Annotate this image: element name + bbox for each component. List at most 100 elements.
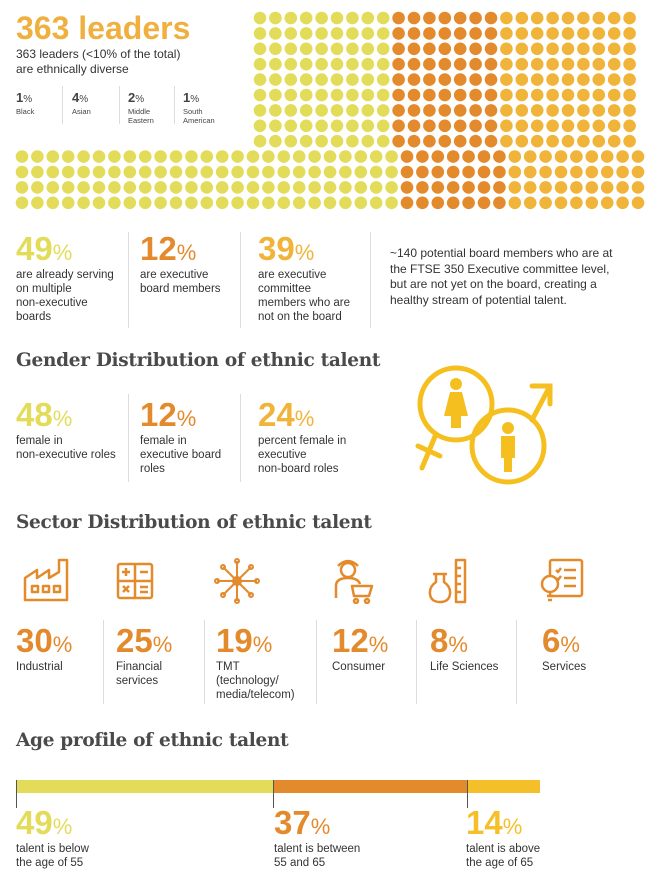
dot (92, 181, 106, 194)
dot (299, 57, 313, 71)
dot (277, 165, 291, 179)
dot (423, 88, 436, 102)
dot (284, 57, 298, 71)
network-icon (214, 558, 260, 604)
dot (154, 165, 167, 179)
dot (315, 57, 328, 71)
dot (269, 27, 282, 40)
dot (500, 88, 513, 102)
dot (262, 165, 275, 179)
dot (277, 150, 291, 163)
dot (361, 73, 375, 86)
dot (385, 165, 398, 179)
dot (308, 150, 321, 163)
dot (484, 11, 498, 25)
dot (631, 181, 645, 194)
stat-exec-board: 12% are executive board members (140, 230, 221, 295)
dot (299, 134, 313, 148)
dot (330, 57, 344, 71)
dot (392, 11, 405, 25)
divider (103, 620, 104, 704)
stat-non-exec-boards: 49% are already serving on multiple non-… (16, 230, 114, 323)
dot (231, 196, 244, 210)
dot (315, 73, 328, 86)
dot (469, 57, 482, 71)
dot (539, 181, 552, 194)
dot (361, 57, 375, 71)
dot (269, 42, 282, 56)
dot (416, 150, 429, 163)
dot (376, 57, 390, 71)
dot (92, 196, 106, 210)
dot (493, 150, 506, 163)
dot (269, 134, 282, 148)
sector-heading: Sector Distribution of ethnic talent (16, 512, 372, 533)
dot (431, 181, 445, 194)
dot (407, 42, 421, 56)
leaders-dot-grid (15, 11, 645, 210)
dot (523, 165, 537, 179)
dot (616, 165, 629, 179)
dot (600, 196, 614, 210)
dot (323, 196, 337, 210)
sector-life-sciences: 8% Life Sciences (430, 622, 499, 673)
dot (423, 42, 436, 56)
dot (407, 88, 421, 102)
dot (185, 196, 198, 210)
subtitle: 363 leaders (<10% of the total) are ethn… (16, 47, 181, 76)
dot (438, 73, 452, 86)
dot (484, 73, 498, 86)
dot (330, 119, 344, 133)
dot (392, 57, 405, 71)
dot (585, 165, 599, 179)
dot (361, 42, 375, 56)
dot (438, 88, 452, 102)
dot (46, 196, 60, 210)
dot (577, 27, 590, 40)
dot (438, 57, 452, 71)
dot (469, 134, 482, 148)
dot (453, 42, 467, 56)
dot (376, 73, 390, 86)
dot (346, 134, 359, 148)
dot (392, 104, 405, 117)
dot (530, 119, 544, 133)
dot (592, 57, 606, 71)
dot (77, 196, 90, 210)
dot (292, 150, 306, 163)
gender-heading: Gender Distribution of ethnic talent (16, 350, 381, 371)
dot (500, 104, 513, 117)
dot (616, 196, 629, 210)
dot (77, 181, 90, 194)
dot (200, 150, 214, 163)
dot (376, 27, 390, 40)
divider (516, 620, 517, 704)
dot (61, 196, 75, 210)
dot (169, 181, 183, 194)
dot (515, 119, 529, 133)
dot (269, 119, 282, 133)
dot (31, 181, 44, 194)
dot (500, 57, 513, 71)
dot (277, 196, 291, 210)
dot (369, 165, 383, 179)
dot (299, 119, 313, 133)
dot (484, 104, 498, 117)
dot (108, 150, 121, 163)
dot (623, 11, 636, 25)
dot (607, 42, 621, 56)
dot (284, 27, 298, 40)
dot (215, 181, 229, 194)
dot (453, 57, 467, 71)
dot (407, 27, 421, 40)
dot (354, 150, 368, 163)
dot (323, 165, 337, 179)
age-bar-segment (16, 780, 273, 793)
dot (346, 88, 359, 102)
dot (546, 88, 559, 102)
dot (376, 119, 390, 133)
dot (77, 165, 90, 179)
dot (616, 181, 629, 194)
dot (169, 150, 183, 163)
dot (530, 73, 544, 86)
